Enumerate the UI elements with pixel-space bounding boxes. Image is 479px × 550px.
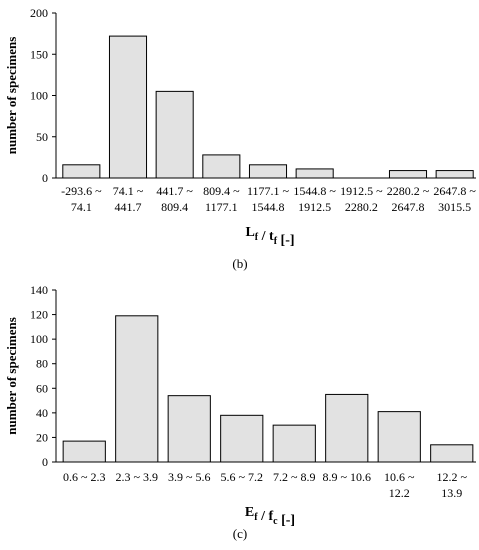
x-tick-label: 441.7 bbox=[115, 200, 142, 214]
x-axis-label: Ef / fc [-] bbox=[245, 505, 295, 528]
x-tick-label: 2280.2 bbox=[345, 200, 378, 214]
x-axis-label-subscript: c bbox=[273, 516, 278, 527]
x-tick-label: 0.6 ~ 2.3 bbox=[63, 470, 106, 484]
bar bbox=[388, 170, 428, 179]
x-tick-label: 10.6 ~ bbox=[384, 470, 415, 484]
bar bbox=[155, 90, 194, 179]
bar bbox=[248, 164, 288, 179]
y-tick-label: 60 bbox=[36, 381, 48, 395]
bar bbox=[202, 154, 241, 179]
x-axis-label: Lf / tf [-] bbox=[245, 225, 294, 248]
y-tick-label: 100 bbox=[30, 89, 48, 103]
bar bbox=[377, 411, 421, 463]
x-tick-label: 3015.5 bbox=[438, 200, 471, 214]
x-tick-label: 2280.2 ~ bbox=[387, 184, 430, 198]
x-axis-label-subscript: f bbox=[255, 232, 259, 243]
x-tick-label: 74.1 bbox=[71, 200, 92, 214]
y-axis-label: number of specimens bbox=[4, 37, 19, 154]
bar bbox=[62, 164, 101, 179]
x-tick-label: 441.7 ~ bbox=[156, 184, 193, 198]
x-tick-label: 74.1 ~ bbox=[113, 184, 144, 198]
x-tick-label: 1177.1 bbox=[205, 200, 238, 214]
bar bbox=[295, 168, 334, 179]
bar bbox=[435, 170, 474, 179]
bar bbox=[108, 35, 148, 179]
x-tick-label: 13.9 bbox=[441, 486, 462, 500]
y-tick-label: 80 bbox=[36, 357, 48, 371]
x-tick-label: 1544.8 bbox=[252, 200, 285, 214]
x-axis-label-part: [-] bbox=[277, 233, 295, 248]
y-tick-label: 50 bbox=[36, 130, 48, 144]
x-tick-label: 1177.1 ~ bbox=[247, 184, 290, 198]
y-tick-label: 200 bbox=[30, 6, 48, 20]
y-tick-label: 150 bbox=[30, 47, 48, 61]
x-tick-label: 1912.5 ~ bbox=[340, 184, 383, 198]
x-axis-label-subscript: f bbox=[254, 512, 258, 523]
x-tick-label: 1544.8 ~ bbox=[293, 184, 336, 198]
bar bbox=[430, 444, 474, 463]
x-tick-label: 7.2 ~ 8.9 bbox=[273, 470, 316, 484]
bar bbox=[272, 424, 316, 463]
bar bbox=[62, 440, 106, 463]
x-tick-label: 8.9 ~ 10.6 bbox=[323, 470, 372, 484]
x-axis-label-part: E bbox=[245, 505, 254, 520]
x-tick-label: 2647.8 bbox=[392, 200, 425, 214]
bar bbox=[220, 414, 264, 463]
bar bbox=[325, 393, 369, 463]
x-axis-label-subscript: f bbox=[274, 236, 278, 247]
x-tick-label: 5.6 ~ 7.2 bbox=[221, 470, 264, 484]
y-tick-label: 0 bbox=[42, 171, 48, 185]
y-axis-label: number of specimens bbox=[4, 317, 19, 434]
x-tick-label: 2647.8 ~ bbox=[433, 184, 476, 198]
x-tick-label: 2.3 ~ 3.9 bbox=[116, 470, 159, 484]
y-tick-label: 0 bbox=[42, 455, 48, 469]
x-tick-label: 12.2 ~ bbox=[437, 470, 468, 484]
bar bbox=[167, 395, 211, 463]
y-tick-label: 100 bbox=[30, 332, 48, 346]
x-tick-label: 1912.5 bbox=[298, 200, 331, 214]
x-axis-label-part: L bbox=[245, 225, 254, 240]
panel-caption: (c) bbox=[233, 526, 247, 541]
y-tick-label: 20 bbox=[36, 430, 48, 444]
y-tick-label: 120 bbox=[30, 308, 48, 322]
y-tick-label: 40 bbox=[36, 406, 48, 420]
panel-caption: (b) bbox=[232, 256, 247, 271]
x-axis-label-part: [-] bbox=[278, 513, 296, 528]
x-tick-label: 12.2 bbox=[389, 486, 410, 500]
bar bbox=[115, 315, 159, 463]
x-tick-label: 3.9 ~ 5.6 bbox=[168, 470, 211, 484]
x-tick-label: 809.4 ~ bbox=[203, 184, 240, 198]
x-tick-label: -293.6 ~ bbox=[61, 184, 102, 198]
y-tick-label: 140 bbox=[30, 283, 48, 297]
x-axis-label-part: / t bbox=[258, 229, 274, 244]
x-axis-label-part: / f bbox=[258, 509, 274, 524]
x-tick-label: 809.4 bbox=[161, 200, 188, 214]
